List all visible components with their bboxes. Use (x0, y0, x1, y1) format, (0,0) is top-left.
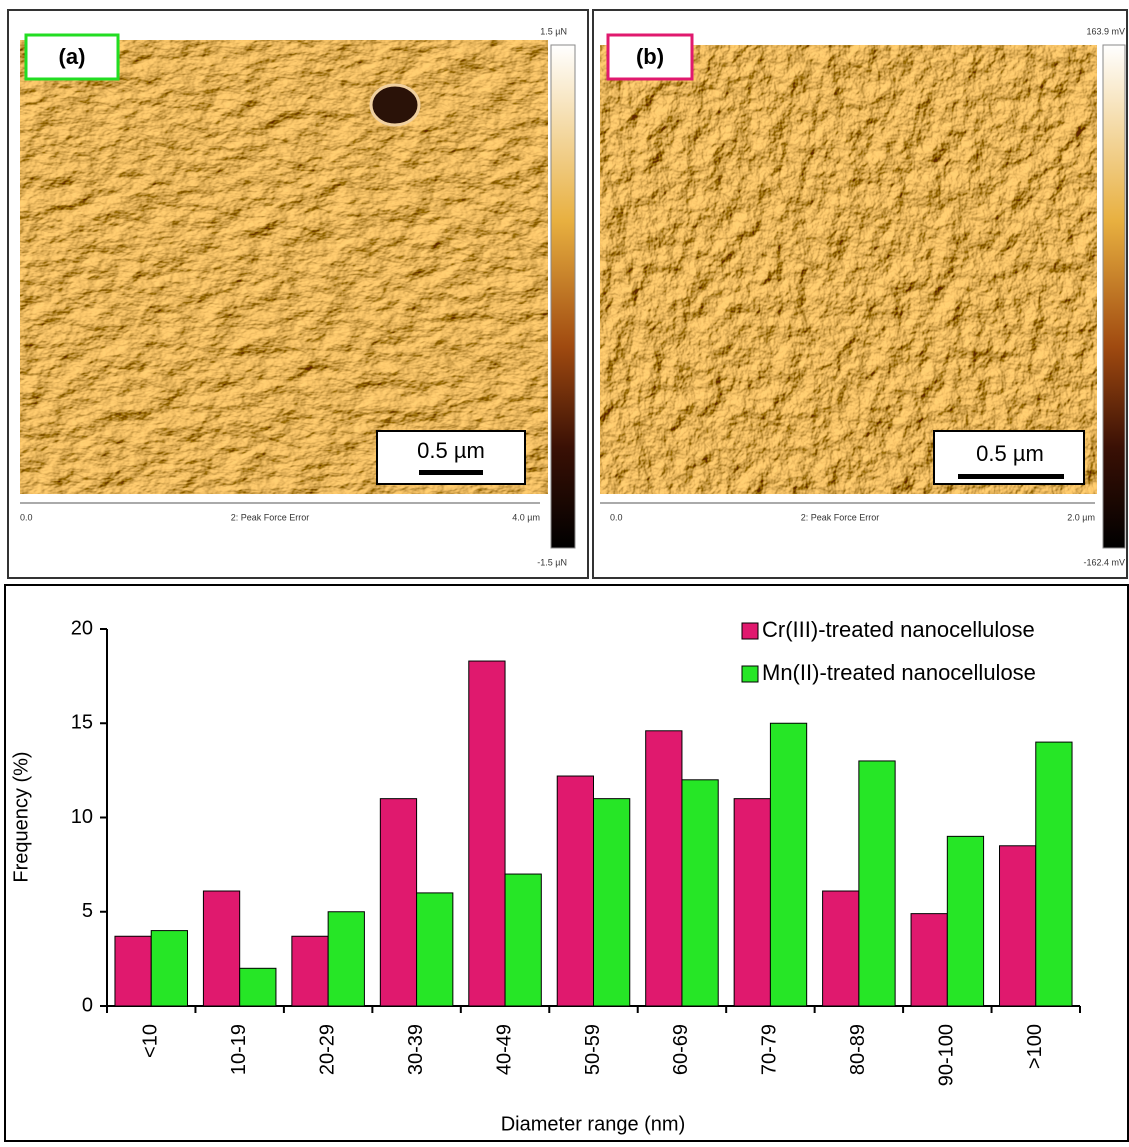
page: (a) 0.5 µm 1.5 µN -1.5 µN 0.0 2: Peak Fo… (0, 0, 1129, 1147)
panel-label: (a) (59, 44, 86, 69)
x-tick-label: 70-79 (759, 1024, 781, 1075)
bar (682, 780, 718, 1006)
bar (911, 914, 947, 1006)
scale-bar (958, 474, 1064, 479)
channel-label: 2: Peak Force Error (801, 512, 880, 522)
axis-start: 0.0 (610, 512, 623, 522)
colorbar (551, 45, 575, 548)
x-tick-label: 40-49 (493, 1024, 515, 1075)
x-tick-label: 20-29 (316, 1024, 338, 1075)
bar (646, 731, 682, 1006)
bar (203, 891, 239, 1006)
afm-image (20, 40, 548, 494)
bar-chart: Frequency (%) Diameter range (nm) 0 5 10 15… (5, 585, 1128, 1141)
x-tick-label: 50-59 (582, 1024, 604, 1075)
axis-end: 2.0 µm (1067, 512, 1095, 522)
y-tick-label: 15 (71, 712, 93, 734)
y-tick-label: 5 (82, 900, 93, 922)
particle (371, 85, 419, 125)
bar (240, 968, 276, 1006)
bar (380, 799, 416, 1006)
afm-image (600, 45, 1097, 494)
x-tick-label: 60-69 (670, 1024, 692, 1075)
x-axis-label: Diameter range (nm) (501, 1113, 686, 1135)
bar (557, 776, 593, 1006)
scale-bar (419, 470, 483, 475)
x-tick-label: <10 (140, 1024, 162, 1058)
bar (770, 723, 806, 1006)
bar (417, 893, 453, 1006)
scale-bar-label: 0.5 µm (417, 438, 485, 463)
colorbar-min: -162.4 mV (1083, 557, 1125, 567)
x-tick-label: 30-39 (405, 1024, 427, 1075)
channel-label: 2: Peak Force Error (231, 512, 310, 522)
x-tick-label: 80-89 (847, 1024, 869, 1075)
y-tick-label: 10 (71, 806, 93, 828)
colorbar-max: 1.5 µN (540, 26, 567, 36)
afm-panel-a: (a) 0.5 µm 1.5 µN -1.5 µN 0.0 2: Peak Fo… (8, 10, 588, 578)
panel-label: (b) (636, 44, 664, 69)
figure: (a) 0.5 µm 1.5 µN -1.5 µN 0.0 2: Peak Fo… (0, 0, 1129, 1142)
y-tick-label: 20 (71, 617, 93, 639)
bar (823, 891, 859, 1006)
bar (469, 661, 505, 1006)
bar (734, 799, 770, 1006)
bar (115, 936, 151, 1006)
scale-bar-label: 0.5 µm (976, 441, 1044, 466)
colorbar-min: -1.5 µN (537, 557, 567, 567)
bar (859, 761, 895, 1006)
x-tick-label: 90-100 (936, 1024, 958, 1086)
y-tick-label: 0 (82, 994, 93, 1016)
x-tick-label: 10-19 (228, 1024, 250, 1075)
bar (505, 874, 541, 1006)
axis-end: 4.0 µm (512, 512, 540, 522)
x-tick-label: >100 (1024, 1024, 1046, 1069)
legend-label: Mn(II)-treated nanocellulose (762, 660, 1036, 685)
bar (1036, 742, 1072, 1006)
bar (328, 912, 364, 1006)
axis-start: 0.0 (20, 512, 33, 522)
bar (292, 936, 328, 1006)
bar (151, 931, 187, 1006)
afm-panel-b: (b) 0.5 µm 163.9 mV -162.4 mV 0.0 2: Pea… (593, 10, 1127, 578)
legend-swatch (742, 666, 758, 682)
legend-label: Cr(III)-treated nanocellulose (762, 617, 1035, 642)
bar (594, 799, 630, 1006)
bar (1000, 846, 1036, 1006)
legend-swatch (742, 623, 758, 639)
bar (947, 836, 983, 1006)
y-axis-label: Frequency (%) (10, 751, 32, 882)
colorbar (1103, 45, 1125, 548)
colorbar-max: 163.9 mV (1086, 26, 1125, 36)
